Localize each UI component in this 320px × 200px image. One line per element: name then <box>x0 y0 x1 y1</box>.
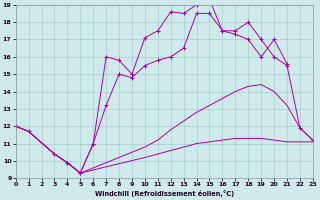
X-axis label: Windchill (Refroidissement éolien,°C): Windchill (Refroidissement éolien,°C) <box>95 190 234 197</box>
